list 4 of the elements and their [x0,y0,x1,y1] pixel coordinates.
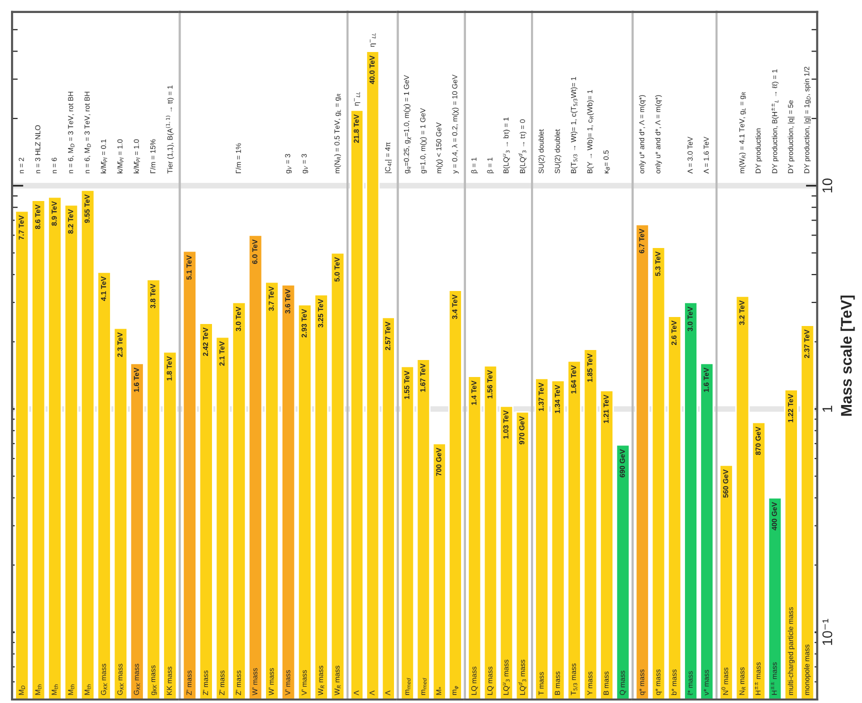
y-tick-label: 1 [822,406,832,412]
y-tick-label: 10⁻¹ [822,618,832,645]
y-axis-title: Mass scale [TeV] [840,296,855,416]
y-tick-label: 10 [822,178,832,192]
